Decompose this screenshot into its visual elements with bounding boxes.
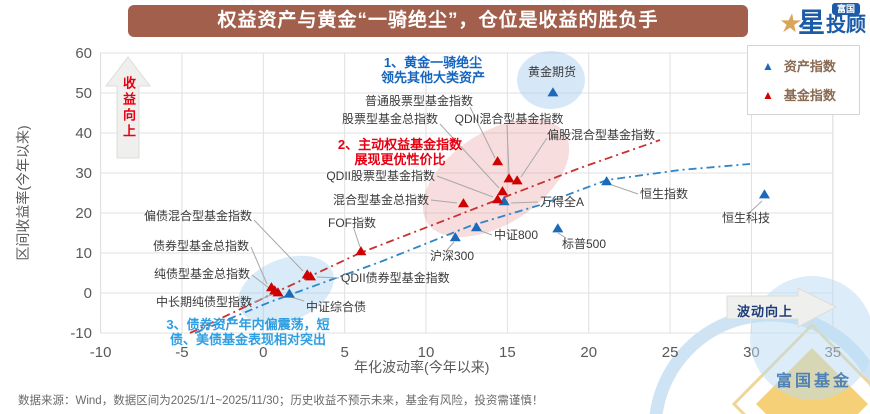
data-point-偏股混合型基金指数[interactable]: [511, 175, 523, 185]
data-point-普通股票型基金指数[interactable]: [492, 156, 504, 166]
x-tick-label: 0: [259, 344, 267, 361]
highlight-ellipse: [517, 51, 585, 109]
leader-line: [480, 230, 493, 236]
x-tick-label: 20: [580, 344, 597, 361]
x-tick-label: 5: [340, 344, 348, 361]
y-tick-label: 0: [84, 285, 92, 302]
leader-line: [353, 228, 361, 248]
annotation-bond-assets: 3、债券资产年内偏震荡，短 债、美债基金表现相对突出: [166, 317, 330, 347]
logo-badge: 富国: [831, 3, 860, 15]
asset-triangle-icon: ▲: [762, 58, 774, 73]
y-tick-label: 40: [75, 125, 92, 142]
x-tick-label: -5: [175, 344, 188, 361]
legend-label: 基金指数: [783, 88, 836, 103]
returns-up-arrow-icon: [104, 56, 152, 159]
leader-line: [316, 276, 340, 279]
data-point-标普500[interactable]: [552, 223, 564, 233]
x-tick-label: 10: [418, 344, 435, 361]
legend-item-asset-index[interactable]: ▲ 资产指数: [762, 56, 859, 75]
data-point-QDII股票型基金指数[interactable]: [492, 194, 504, 204]
y-tick-label: -10: [70, 325, 92, 342]
logo-star-char: 星: [798, 8, 825, 38]
y-axis-label: 区间收益率(今年以来): [15, 125, 31, 260]
x-tick-label: -10: [90, 344, 112, 361]
data-point-恒生指数[interactable]: [601, 176, 613, 186]
leader-line: [747, 200, 763, 215]
leader-line: [506, 124, 510, 175]
logo-rest: 投顾: [826, 14, 866, 36]
leader-line: [469, 106, 496, 159]
leader-line: [253, 293, 274, 303]
data-point-恒生科技[interactable]: [758, 189, 770, 199]
data-point-QDII混合型基金指数[interactable]: [503, 173, 515, 183]
leader-line: [250, 246, 268, 285]
leader-line: [557, 232, 567, 239]
y-tick-label: 30: [75, 165, 92, 182]
highlight-ellipse: [422, 118, 570, 238]
x-tick-label: 25: [662, 344, 679, 361]
y-tick-label: 10: [75, 245, 92, 262]
leader-line: [290, 296, 305, 302]
x-tick-label: 15: [499, 344, 516, 361]
y-tick-label: 60: [75, 45, 92, 62]
data-point-混合型基金总指数[interactable]: [457, 198, 469, 208]
leader-line: [520, 137, 548, 178]
brand-logo: ★ 星 富国 投顾: [776, 3, 866, 38]
leader-line: [436, 175, 494, 198]
leader-line: [439, 123, 500, 189]
leader-line: [510, 201, 539, 204]
fund-triangle-icon: ▲: [762, 87, 774, 102]
star-icon: ★: [776, 8, 805, 38]
returns-up-arrow-label: 收益向上: [121, 76, 136, 140]
volatility-up-arrow-label: 波动向上: [737, 304, 794, 319]
x-axis-label: 年化波动率(今年以来): [354, 359, 489, 375]
watermark-diamond-outline-icon: [731, 322, 870, 414]
data-point-FOF指数[interactable]: [355, 246, 367, 256]
leader-line: [251, 274, 270, 289]
annotation-active-equity-funds: 2、主动权益基金指数 展现更优性价比: [337, 137, 463, 167]
leader-line: [611, 184, 639, 195]
legend-label: 资产指数: [783, 59, 836, 74]
y-tick-label: 20: [75, 205, 92, 222]
asset-trend-line: [194, 163, 751, 334]
data-point-中长期纯债型指数[interactable]: [272, 287, 284, 297]
data-point-中证800[interactable]: [470, 222, 482, 232]
data-point-QDII债券型基金指数[interactable]: [304, 271, 316, 281]
leader-line: [430, 199, 458, 204]
volatility-up-arrow-icon: [726, 287, 838, 328]
legend-item-fund-index[interactable]: ▲ 基金指数: [762, 85, 859, 104]
data-point-股票型基金总指数[interactable]: [496, 186, 508, 196]
watermark-text: 富国基金: [776, 373, 853, 390]
data-source-disclaimer: 数据来源：Wind，数据区间为2025/1/1~2025/11/30；历史收益不…: [18, 395, 544, 407]
annotation-gold-leads: 1、黄金一骑绝尘 领先其他大类资产: [380, 55, 486, 85]
page-title: 权益资产与黄金“一骑绝尘”，仓位是收益的胜负手: [128, 5, 748, 37]
leader-line: [446, 241, 455, 251]
leader-line: [253, 219, 304, 272]
data-point-中证综合债[interactable]: [283, 288, 295, 298]
data-point-黄金期货[interactable]: [547, 87, 559, 97]
data-point-沪深300[interactable]: [449, 232, 461, 242]
y-tick-label: 50: [75, 85, 92, 102]
chart-legend: ▲ 资产指数 ▲ 基金指数: [747, 45, 860, 115]
